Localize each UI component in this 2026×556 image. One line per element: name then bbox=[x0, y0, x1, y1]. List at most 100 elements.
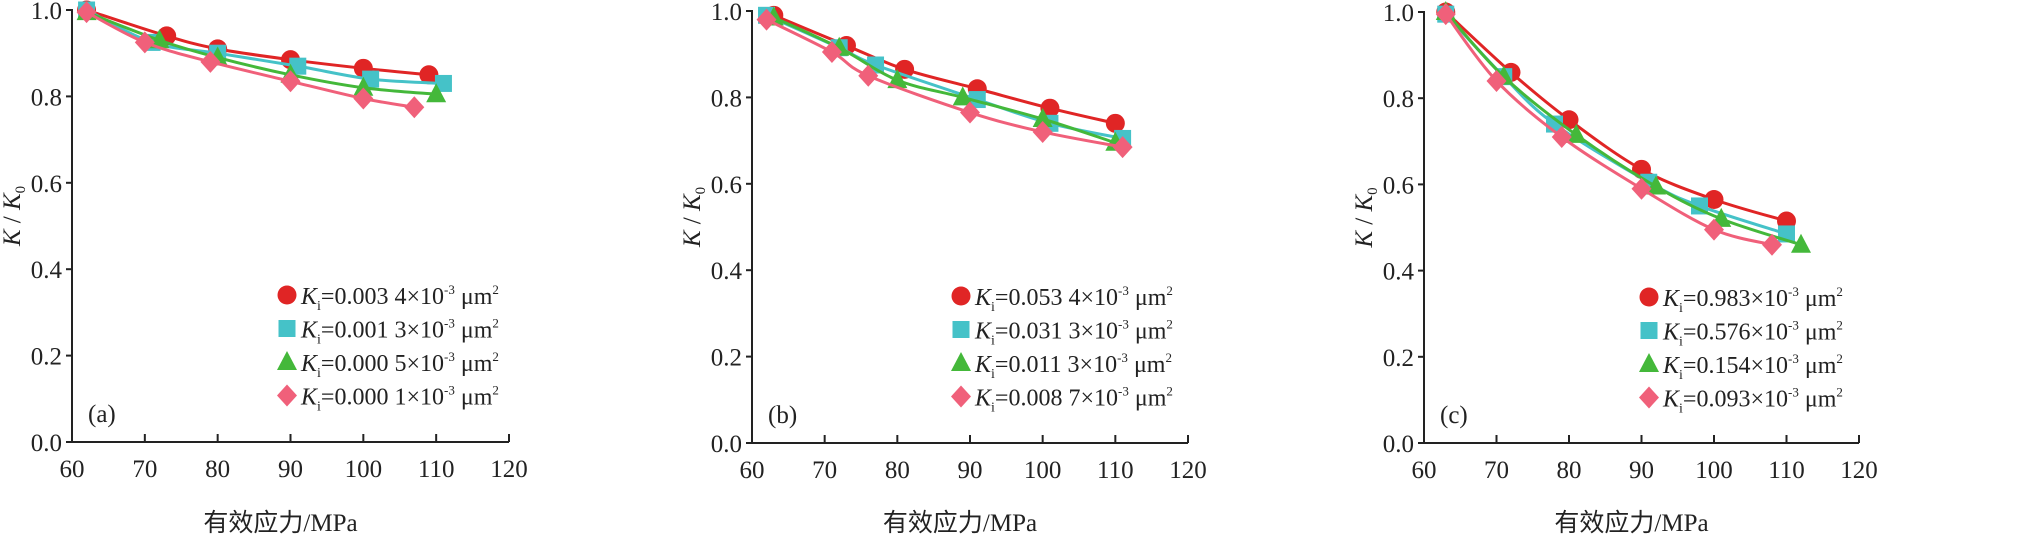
x-tick-label: 80 bbox=[1557, 457, 1582, 484]
legend-unit: μm bbox=[1129, 319, 1167, 345]
series-line bbox=[1444, 10, 1787, 223]
legend-marker-diamond bbox=[1639, 386, 1659, 409]
legend-marker-diamond bbox=[277, 384, 297, 407]
y-tick-label: 0.0 bbox=[711, 431, 742, 458]
y-tick-label: 0.2 bbox=[1383, 345, 1414, 372]
chart-panel-b: 60 70 80 90 100 110 120 0.0 0.2 0.4 0.6 0.8 1.0 有效应力/… bbox=[679, 0, 1207, 537]
series-circle bbox=[764, 5, 1125, 133]
legend-k: K bbox=[300, 284, 319, 310]
y-label-denominator: K bbox=[679, 193, 706, 212]
legend-value: =0.093×10 bbox=[1683, 387, 1788, 413]
legend-unit-exponent: 2 bbox=[492, 316, 499, 331]
legend-exponent: -3 bbox=[1118, 384, 1129, 399]
x-tick-label: 120 bbox=[490, 456, 528, 483]
data-point bbox=[149, 29, 170, 49]
legend-value: =0.031 3×10 bbox=[995, 319, 1118, 345]
legend-value: =0.011 3×10 bbox=[995, 352, 1117, 378]
series-triangle bbox=[1435, 1, 1811, 253]
series-line bbox=[1444, 13, 1787, 236]
legend-k: K bbox=[300, 351, 319, 377]
series-diamond bbox=[1435, 3, 1782, 256]
y-tick-label: 0.4 bbox=[1383, 259, 1415, 286]
x-tick-label: 120 bbox=[1169, 457, 1207, 484]
data-point bbox=[1435, 3, 1456, 26]
legend-exponent: -3 bbox=[1117, 350, 1128, 365]
x-tick-label: 70 bbox=[812, 457, 837, 484]
data-point bbox=[1704, 189, 1724, 209]
legend-sub: i bbox=[317, 299, 321, 314]
y-tick-label: 0.6 bbox=[711, 172, 742, 199]
data-point bbox=[1631, 177, 1652, 200]
data-point bbox=[1486, 69, 1507, 92]
legend-entry: Ki=0.053 4×10-3 μm2 bbox=[951, 283, 1173, 315]
x-tick-label: 60 bbox=[1412, 457, 1437, 484]
x-tick-label: 110 bbox=[418, 456, 455, 483]
legend-marker-triangle bbox=[951, 352, 971, 371]
legend-marker-square bbox=[952, 321, 970, 338]
data-point bbox=[353, 87, 374, 110]
x-tick-label: 120 bbox=[1840, 457, 1878, 484]
legend-k: K bbox=[1662, 353, 1681, 379]
y-label-subscript: 0 bbox=[13, 186, 29, 194]
legend-unit-exponent: 2 bbox=[1836, 385, 1843, 400]
legend-unit-exponent: 2 bbox=[1836, 351, 1843, 366]
legend-k: K bbox=[974, 352, 993, 378]
legend-sub: i bbox=[991, 401, 995, 416]
y-tick-label: 0.0 bbox=[31, 430, 62, 457]
legend-exponent: -3 bbox=[1118, 283, 1129, 298]
series-square bbox=[78, 1, 452, 92]
legend-marker-diamond bbox=[951, 385, 971, 408]
legend-marker-circle bbox=[951, 286, 971, 306]
data-point bbox=[353, 76, 374, 96]
legend-unit: μm bbox=[455, 385, 493, 411]
series-circle bbox=[1436, 2, 1796, 231]
y-label-numerator: K bbox=[0, 228, 26, 247]
chart-panel-c: 60 70 80 90 100 110 120 0.0 0.2 0.4 0.6 0.8 1.0 有效应力/… bbox=[1351, 0, 1878, 537]
legend-exponent: -3 bbox=[444, 282, 455, 297]
data-point bbox=[1032, 120, 1053, 143]
legend-entry: Ki=0.011 3×10-3 μm2 bbox=[951, 350, 1172, 382]
data-point bbox=[952, 86, 973, 106]
series-line bbox=[1444, 10, 1802, 247]
data-point bbox=[1112, 136, 1133, 159]
legend-marker-square bbox=[1640, 322, 1658, 339]
legend-unit-exponent: 2 bbox=[492, 383, 499, 398]
legend-unit: μm bbox=[1799, 387, 1837, 413]
legend-marker-square bbox=[278, 320, 296, 337]
x-tick-label: 90 bbox=[958, 457, 983, 484]
x-tick-label: 90 bbox=[278, 456, 303, 483]
x-axis-label: 有效应力/MPa bbox=[1554, 509, 1708, 537]
legend-sub: i bbox=[1679, 301, 1683, 316]
legend-unit: μm bbox=[1129, 386, 1167, 412]
x-tick-label: 110 bbox=[1097, 457, 1134, 484]
y-axis-label: K / K0 bbox=[0, 186, 29, 247]
panel-label: (a) bbox=[88, 401, 116, 428]
legend-unit-exponent: 2 bbox=[1836, 318, 1843, 333]
legend-k: K bbox=[974, 386, 993, 412]
y-tick-label: 1.0 bbox=[1383, 0, 1414, 27]
legend-sub: i bbox=[317, 366, 321, 381]
legend-k: K bbox=[300, 385, 319, 411]
legend-k: K bbox=[1662, 387, 1681, 413]
legend-marker-triangle bbox=[277, 351, 297, 370]
legend-label: Ki=0.983×10-3 μm2 bbox=[1662, 284, 1843, 316]
data-point bbox=[426, 83, 447, 103]
data-point bbox=[404, 96, 425, 119]
data-point bbox=[200, 50, 221, 73]
y-axis-label: K / K0 bbox=[679, 187, 709, 248]
legend-entry: Ki=0.000 1×10-3 μm2 bbox=[277, 383, 499, 415]
legend-value: =0.001 3×10 bbox=[321, 318, 444, 344]
legend-label: Ki=0.576×10-3 μm2 bbox=[1662, 318, 1843, 350]
legend-sub: i bbox=[991, 334, 995, 349]
x-tick-label: 90 bbox=[1629, 457, 1654, 484]
legend-value: =0.000 1×10 bbox=[321, 385, 444, 411]
data-point bbox=[434, 74, 452, 92]
y-tick-label: 0.6 bbox=[31, 171, 62, 198]
y-label-subscript: 0 bbox=[1365, 187, 1381, 195]
x-tick-label: 70 bbox=[1484, 457, 1509, 484]
legend-exponent: -3 bbox=[1788, 351, 1799, 366]
legend-k: K bbox=[300, 318, 319, 344]
legend-label: Ki=0.001 3×10-3 μm2 bbox=[300, 316, 499, 348]
